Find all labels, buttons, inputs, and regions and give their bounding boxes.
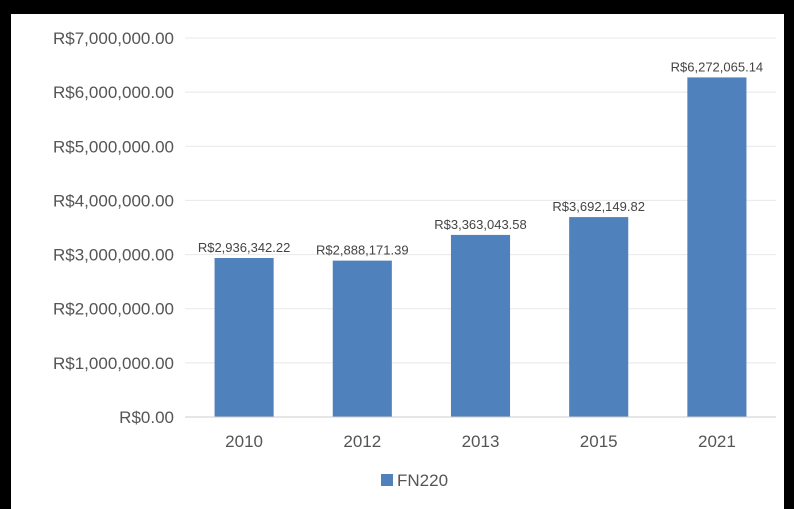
bar-2010 bbox=[215, 258, 274, 417]
y-tick-label: R$0.00 bbox=[119, 408, 174, 427]
y-tick-label: R$4,000,000.00 bbox=[53, 191, 174, 210]
y-axis-ticks: R$0.00 R$1,000,000.00 R$2,000,000.00 R$3,00… bbox=[53, 29, 174, 427]
y-tick-label: R$2,000,000.00 bbox=[53, 300, 174, 319]
bar-2021 bbox=[687, 77, 746, 417]
data-label: R$3,692,149.82 bbox=[552, 199, 645, 214]
data-labels: R$2,936,342.22 R$2,888,171.39 R$3,363,043.… bbox=[198, 59, 763, 257]
y-tick-label: R$7,000,000.00 bbox=[53, 29, 174, 48]
legend-label: FN220 bbox=[397, 471, 448, 490]
bar-2015 bbox=[569, 217, 628, 417]
y-tick-label: R$6,000,000.00 bbox=[53, 83, 174, 102]
data-label: R$2,888,171.39 bbox=[316, 243, 409, 258]
x-tick-label: 2010 bbox=[225, 432, 263, 451]
bar-chart: R$0.00 R$1,000,000.00 R$2,000,000.00 R$3,00… bbox=[11, 14, 784, 509]
x-axis-ticks: 2010 2012 2013 2015 2021 bbox=[225, 432, 736, 451]
x-tick-label: 2013 bbox=[462, 432, 500, 451]
x-tick-label: 2015 bbox=[580, 432, 618, 451]
data-label: R$2,936,342.22 bbox=[198, 240, 291, 255]
bar-2013 bbox=[451, 235, 510, 417]
x-tick-label: 2012 bbox=[343, 432, 381, 451]
data-label: R$3,363,043.58 bbox=[434, 217, 527, 232]
x-tick-label: 2021 bbox=[698, 432, 736, 451]
legend-swatch bbox=[381, 474, 393, 486]
legend[interactable]: FN220 bbox=[381, 471, 448, 490]
bar-2012 bbox=[333, 261, 392, 417]
bars bbox=[215, 77, 747, 417]
y-tick-label: R$5,000,000.00 bbox=[53, 137, 174, 156]
y-tick-label: R$1,000,000.00 bbox=[53, 354, 174, 373]
data-label: R$6,272,065.14 bbox=[671, 59, 764, 74]
chart-frame: R$0.00 R$1,000,000.00 R$2,000,000.00 R$3,00… bbox=[11, 14, 784, 509]
y-tick-label: R$3,000,000.00 bbox=[53, 246, 174, 265]
